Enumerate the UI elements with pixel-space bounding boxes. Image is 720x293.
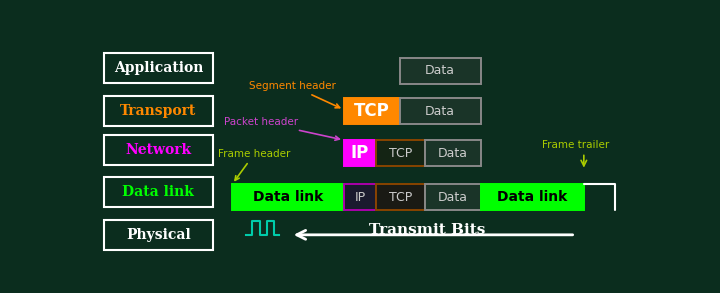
Text: TCP: TCP bbox=[389, 146, 412, 160]
Text: IP: IP bbox=[354, 190, 366, 204]
Text: TCP: TCP bbox=[354, 102, 390, 120]
Text: Transmit Bits: Transmit Bits bbox=[369, 223, 486, 237]
Bar bbox=[104, 177, 213, 207]
Text: Data: Data bbox=[425, 64, 455, 77]
Text: Frame header: Frame header bbox=[218, 149, 291, 180]
Text: Transport: Transport bbox=[120, 104, 197, 118]
Bar bbox=[425, 184, 481, 210]
Text: TCP: TCP bbox=[389, 190, 412, 204]
Bar bbox=[344, 98, 400, 124]
Text: Data link: Data link bbox=[122, 185, 194, 199]
Bar bbox=[104, 135, 213, 166]
Text: Segment header: Segment header bbox=[249, 81, 340, 108]
Bar bbox=[400, 58, 481, 84]
Text: Application: Application bbox=[114, 61, 203, 75]
Bar bbox=[233, 184, 344, 210]
Bar bbox=[104, 53, 213, 83]
Bar bbox=[481, 184, 584, 210]
Text: Data link: Data link bbox=[497, 190, 567, 204]
Text: Data: Data bbox=[425, 105, 455, 118]
Text: Data: Data bbox=[438, 190, 468, 204]
Bar bbox=[425, 140, 481, 166]
Text: Physical: Physical bbox=[126, 228, 191, 242]
Text: Network: Network bbox=[125, 143, 192, 157]
Bar bbox=[377, 184, 425, 210]
Text: IP: IP bbox=[351, 144, 369, 162]
Bar bbox=[104, 219, 213, 250]
Text: Frame trailer: Frame trailer bbox=[542, 140, 609, 150]
Bar bbox=[104, 96, 213, 126]
Bar bbox=[400, 98, 481, 124]
Text: Data: Data bbox=[438, 146, 468, 160]
Bar bbox=[344, 184, 377, 210]
Bar bbox=[344, 140, 377, 166]
Bar bbox=[377, 140, 425, 166]
Text: Packet header: Packet header bbox=[224, 117, 339, 140]
Text: Data link: Data link bbox=[253, 190, 323, 204]
